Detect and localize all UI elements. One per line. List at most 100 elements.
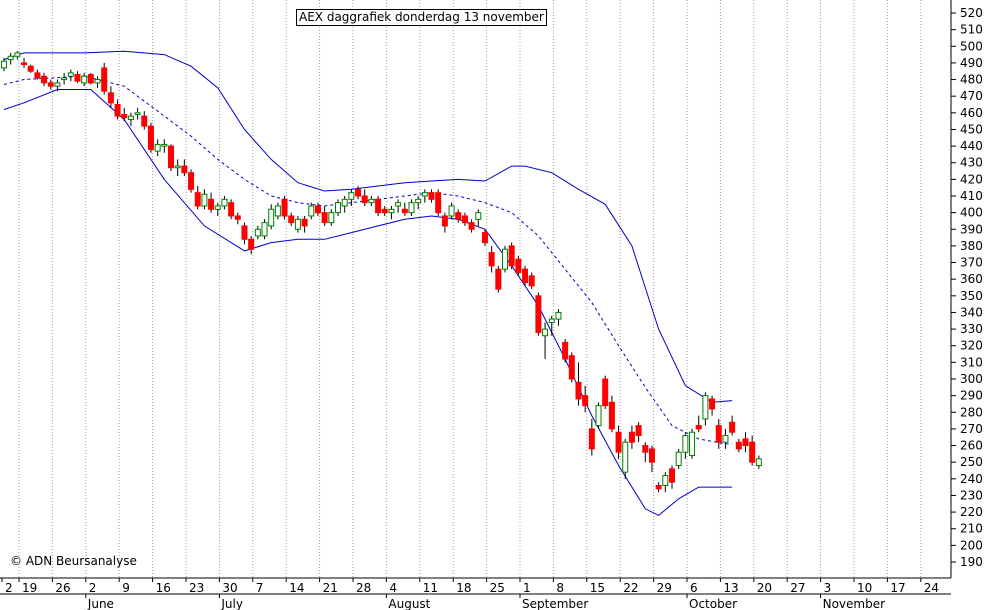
candle-body-down [535,295,542,333]
candle-body-up [475,212,482,220]
candle-body-up [294,218,301,230]
y-tick-label: 300 [960,372,983,386]
y-tick-label: 270 [960,422,983,436]
candle-body-up [548,318,555,323]
candle-body-up [174,165,181,169]
y-tick-label: 220 [960,505,983,519]
candle-body-down [495,268,502,290]
y-tick-label: 440 [960,139,983,153]
candle-body-down [435,192,442,214]
candle-body-up [254,228,261,237]
candle-body-up [689,431,696,457]
candle-body-up [341,198,348,207]
candle-body-down [281,198,288,217]
x-tick-label: 29 [657,581,672,595]
candle-body-down [455,212,462,220]
month-label: October [689,597,737,610]
x-tick-label: 10 [857,581,872,595]
candle-body-down [107,92,114,104]
y-tick-label: 350 [960,289,983,303]
candle-body-down [381,208,388,214]
y-tick-label: 420 [960,172,983,186]
x-tick-label: 15 [590,581,605,595]
x-tick-label: 28 [356,581,371,595]
candle-body-down [669,468,675,483]
candle-body-down [361,195,368,204]
candle-body-up [542,328,549,337]
candle-body-up [555,311,562,320]
candle-body-up [61,77,68,81]
candle-body-up [395,202,402,207]
candle-body-up [308,205,315,217]
y-tick-label: 480 [960,73,983,87]
candle-body-down [588,428,595,450]
candle-body-down [562,341,569,360]
candle-body-down [695,425,702,430]
candle-body-down [194,192,201,207]
y-tick-label: 400 [960,206,983,220]
x-tick-label: 16 [156,581,171,595]
y-tick-label: 200 [960,538,983,552]
candle-body-down [241,225,248,240]
candle-body-up [335,202,341,214]
candle-body-down [582,395,589,407]
y-tick-label: 260 [960,439,983,453]
candle-body-up [161,143,168,147]
x-tick-label: 21 [323,581,338,595]
chart-title: AEX daggrafiek donderdag 13 november [296,9,547,26]
y-tick-label: 390 [960,222,983,236]
candle-body-down [709,398,716,410]
candle-body-down [314,205,321,214]
y-tick-label: 340 [960,305,983,319]
candle-body-up [755,458,762,467]
candle-body-up [261,222,268,237]
candle-body-up [127,115,134,120]
candle-body-down [355,188,362,197]
candle-body-up [81,75,88,84]
y-tick-label: 290 [960,389,983,403]
candle-body-down [234,215,241,220]
candle-body-down [481,232,488,244]
candle-body-up [7,55,14,61]
month-label: September [522,597,588,610]
candle-body-down [147,125,154,150]
candle-body-down [628,431,635,443]
candle-body-down [321,212,328,224]
candle-body-up [388,208,395,214]
candle-body-down [181,165,188,174]
candle-body-up [348,192,355,200]
candle-body-up [54,82,61,87]
y-tick-label: 190 [960,555,983,569]
candle-body-down [428,192,435,200]
y-tick-label: 310 [960,355,983,369]
candle-body-down [735,441,742,450]
candle-body-down [21,62,28,66]
x-tick-label: 24 [924,581,939,595]
candle-body-up [368,198,375,204]
candle-body-down [729,421,736,433]
candle-body-down [635,425,642,437]
candle-body-down [568,355,575,380]
candle-body-down [228,202,235,217]
y-tick-label: 370 [960,256,983,270]
candle-body-up [201,193,208,207]
candle-body-up [421,192,428,197]
candle-body-down [121,113,128,119]
x-tick-label: 8 [556,581,564,595]
candle-body-up [595,405,602,427]
x-tick-label: 23 [189,581,204,595]
x-tick-label: 13 [723,581,738,595]
candle-body-up [675,451,682,467]
candle-body-down [27,65,34,72]
candle-body-down [441,215,448,227]
bollinger-lower-band [3,89,733,516]
candle-body-up [268,208,275,227]
copyright-credit: © ADN Beursanalyse [10,554,137,568]
x-tick-label: 14 [289,581,304,595]
candle-body-up [662,474,669,486]
candle-body-down [87,74,94,84]
month-label: August [388,597,430,610]
candle-body-down [515,258,522,274]
y-tick-label: 240 [960,472,983,486]
candle-body-down [648,448,655,463]
